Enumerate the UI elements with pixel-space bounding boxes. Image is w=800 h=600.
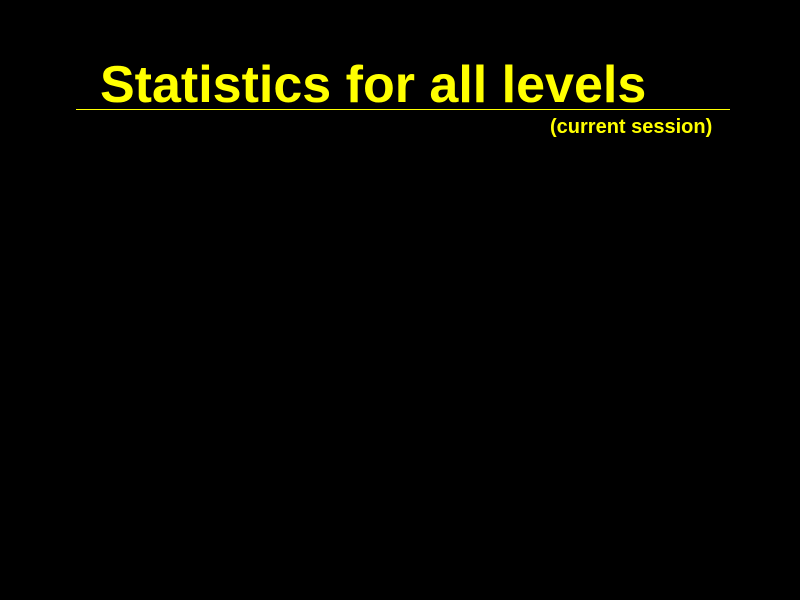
- screen-subtitle: (current session): [550, 116, 713, 138]
- screen-title: Statistics for all levels: [100, 56, 647, 114]
- title-underline: [76, 109, 730, 110]
